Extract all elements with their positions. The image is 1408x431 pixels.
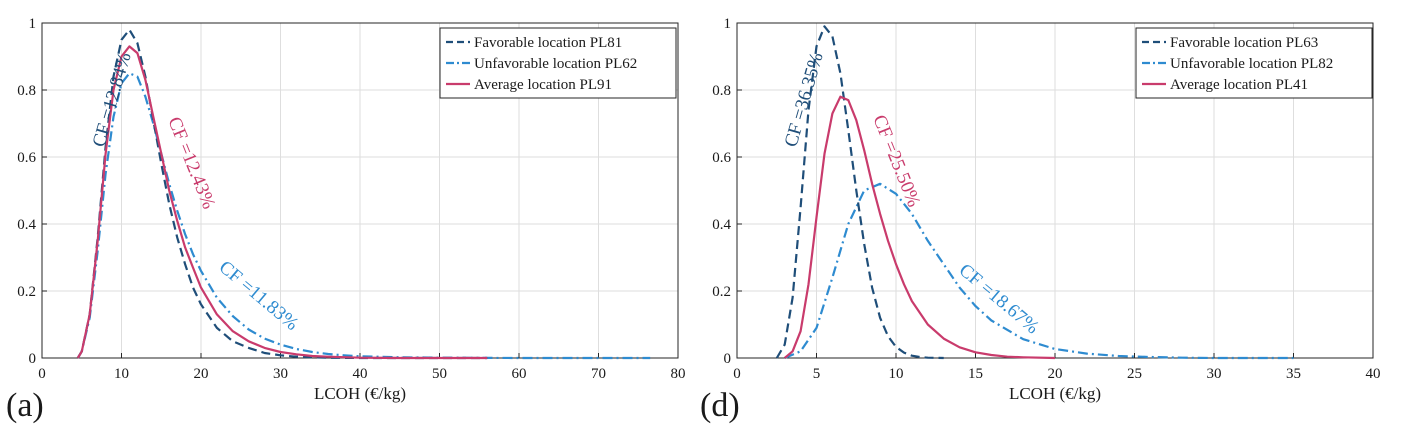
legend-box [1135, 27, 1373, 99]
x-tick-label: 30 [273, 366, 288, 382]
x-tick-label: 15 [968, 366, 983, 382]
x-tick-label: 70 [591, 366, 606, 382]
x-axis-label: LCOH (€/kg) [1009, 384, 1101, 403]
y-tick-label: 0.6 [712, 150, 731, 166]
legend-label-average: Average location PL41 [1170, 77, 1308, 93]
y-tick-label: 0.2 [17, 284, 36, 300]
x-tick-label: 0 [733, 366, 741, 382]
x-tick-label: 25 [1127, 366, 1142, 382]
y-tick-label: 0.4 [712, 217, 731, 233]
x-tick-label: 5 [813, 366, 821, 382]
y-tick-label: 0.6 [17, 150, 36, 166]
panel-a-chart: 0 10 20 30 40 50 60 70 80 0 0.2 0.4 0.6 0.8 1 LCOH (€/k… [6, 16, 686, 424]
x-tick-label: 40 [353, 366, 368, 382]
legend: Favorable location PL81 Unfavorable locat… [439, 27, 677, 99]
x-tick-label: 60 [512, 366, 527, 382]
x-tick-label: 30 [1207, 366, 1222, 382]
legend-label-average: Average location PL91 [474, 77, 612, 93]
legend-box [439, 27, 677, 99]
series-line-favorable [76, 28, 488, 360]
x-tick-label: 40 [1366, 366, 1381, 382]
x-tick-label: 80 [671, 366, 686, 382]
x-tick-label: 20 [1048, 366, 1063, 382]
y-tick-label: 0.2 [712, 284, 731, 300]
y-tick-label: 0 [724, 351, 732, 367]
panel-label: (d) [700, 387, 740, 424]
series-line-unfavorable [76, 72, 651, 360]
x-tick-label: 10 [114, 366, 129, 382]
legend-label-unfavorable: Unfavorable location PL62 [474, 56, 637, 72]
legend: Favorable location PL63 Unfavorable locat… [1135, 27, 1373, 99]
x-tick-label: 10 [889, 366, 904, 382]
y-tick-label: 0.8 [17, 83, 36, 99]
x-tick-label: 35 [1286, 366, 1301, 382]
x-tick-label: 20 [194, 366, 209, 382]
legend-label-favorable: Favorable location PL63 [1170, 35, 1318, 51]
y-tick-label: 1 [724, 16, 732, 32]
y-tick-label: 0.8 [712, 83, 731, 99]
x-axis-label: LCOH (€/kg) [314, 384, 406, 403]
y-tick-label: 1 [29, 16, 37, 32]
series-line-favorable [775, 25, 944, 360]
cf-annotation-favorable: CF =36.35% [781, 50, 828, 149]
y-tick-label: 0.4 [17, 217, 36, 233]
panel-label: (a) [6, 387, 44, 424]
legend-label-favorable: Favorable location PL81 [474, 35, 622, 51]
series-line-average [783, 95, 1056, 360]
x-tick-label: 0 [38, 366, 46, 382]
series-line-unfavorable [784, 182, 1294, 360]
series-line-average [76, 45, 488, 360]
cf-annotation-unfavorable: CF =18.67% [955, 260, 1043, 339]
cf-annotation-favorable: CF =12.84% [89, 50, 136, 149]
x-tick-label: 50 [432, 366, 447, 382]
panel-d-chart: 0 5 10 15 20 25 30 35 40 0 0.2 0.4 0.6 0.8 1 LCOH (€/kg… [700, 16, 1381, 424]
y-tick-label: 0 [29, 351, 37, 367]
legend-label-unfavorable: Unfavorable location PL82 [1170, 56, 1333, 72]
cf-annotation-unfavorable: CF =11.83% [215, 257, 303, 335]
